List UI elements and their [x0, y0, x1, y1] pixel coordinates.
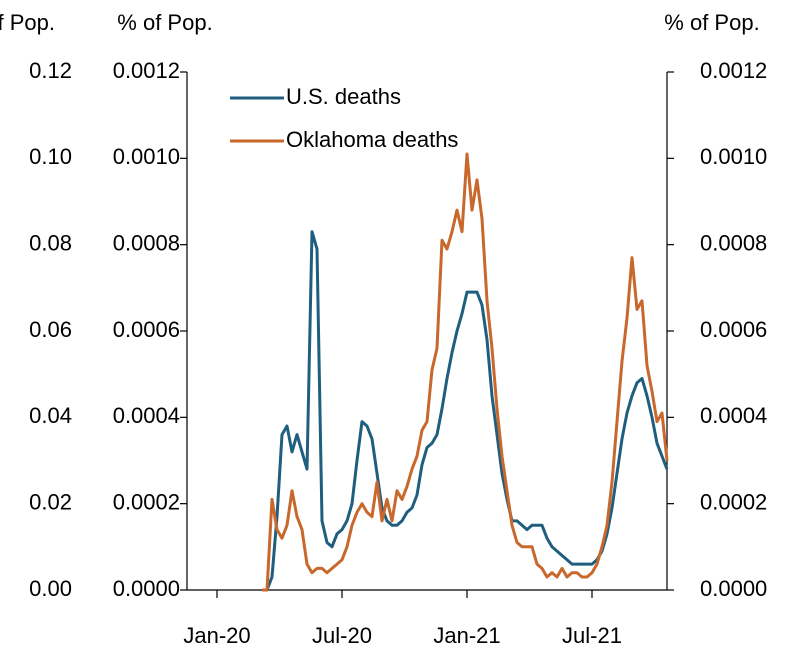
- y3-tick-label: 0.08: [29, 230, 72, 255]
- y-axis-label: % of Pop.: [117, 10, 212, 35]
- y3-tick-label: 0.10: [29, 144, 72, 169]
- y2-axis-label: % of Pop.: [664, 10, 759, 35]
- y2-tick-label: 0.0006: [700, 317, 767, 342]
- y-tick-label: 0.0006: [113, 317, 180, 342]
- y2-tick-label: 0.0012: [700, 58, 767, 83]
- y-tick-label: 0.0000: [113, 576, 180, 601]
- y-tick-label: 0.0012: [113, 58, 180, 83]
- y3-tick-label: 0.00: [29, 576, 72, 601]
- y-tick-label: 0.0008: [113, 230, 180, 255]
- y-tick-label: 0.0004: [113, 403, 180, 428]
- y3-axis-label: % of Pop.: [0, 10, 55, 35]
- y2-tick-label: 0.0004: [700, 403, 767, 428]
- y3-tick-label: 0.06: [29, 317, 72, 342]
- x-tick-label: Jul-21: [562, 623, 622, 648]
- x-tick-label: Jan-21: [433, 623, 500, 648]
- x-tick-label: Jan-20: [183, 623, 250, 648]
- series-line: [262, 152, 669, 592]
- y-tick-label: 0.0002: [113, 489, 180, 514]
- y3-tick-label: 0.04: [29, 403, 72, 428]
- y-tick-label: 0.0010: [113, 144, 180, 169]
- y2-tick-label: 0.0010: [700, 144, 767, 169]
- y2-tick-label: 0.0008: [700, 230, 767, 255]
- series-line: [262, 230, 669, 592]
- legend-label: Oklahoma deaths: [286, 127, 458, 152]
- y3-tick-label: 0.12: [29, 58, 72, 83]
- y3-tick-label: 0.02: [29, 489, 72, 514]
- y2-tick-label: 0.0002: [700, 489, 767, 514]
- y2-tick-label: 0.0000: [700, 576, 767, 601]
- legend-label: U.S. deaths: [286, 84, 401, 109]
- x-tick-label: Jul-20: [312, 623, 372, 648]
